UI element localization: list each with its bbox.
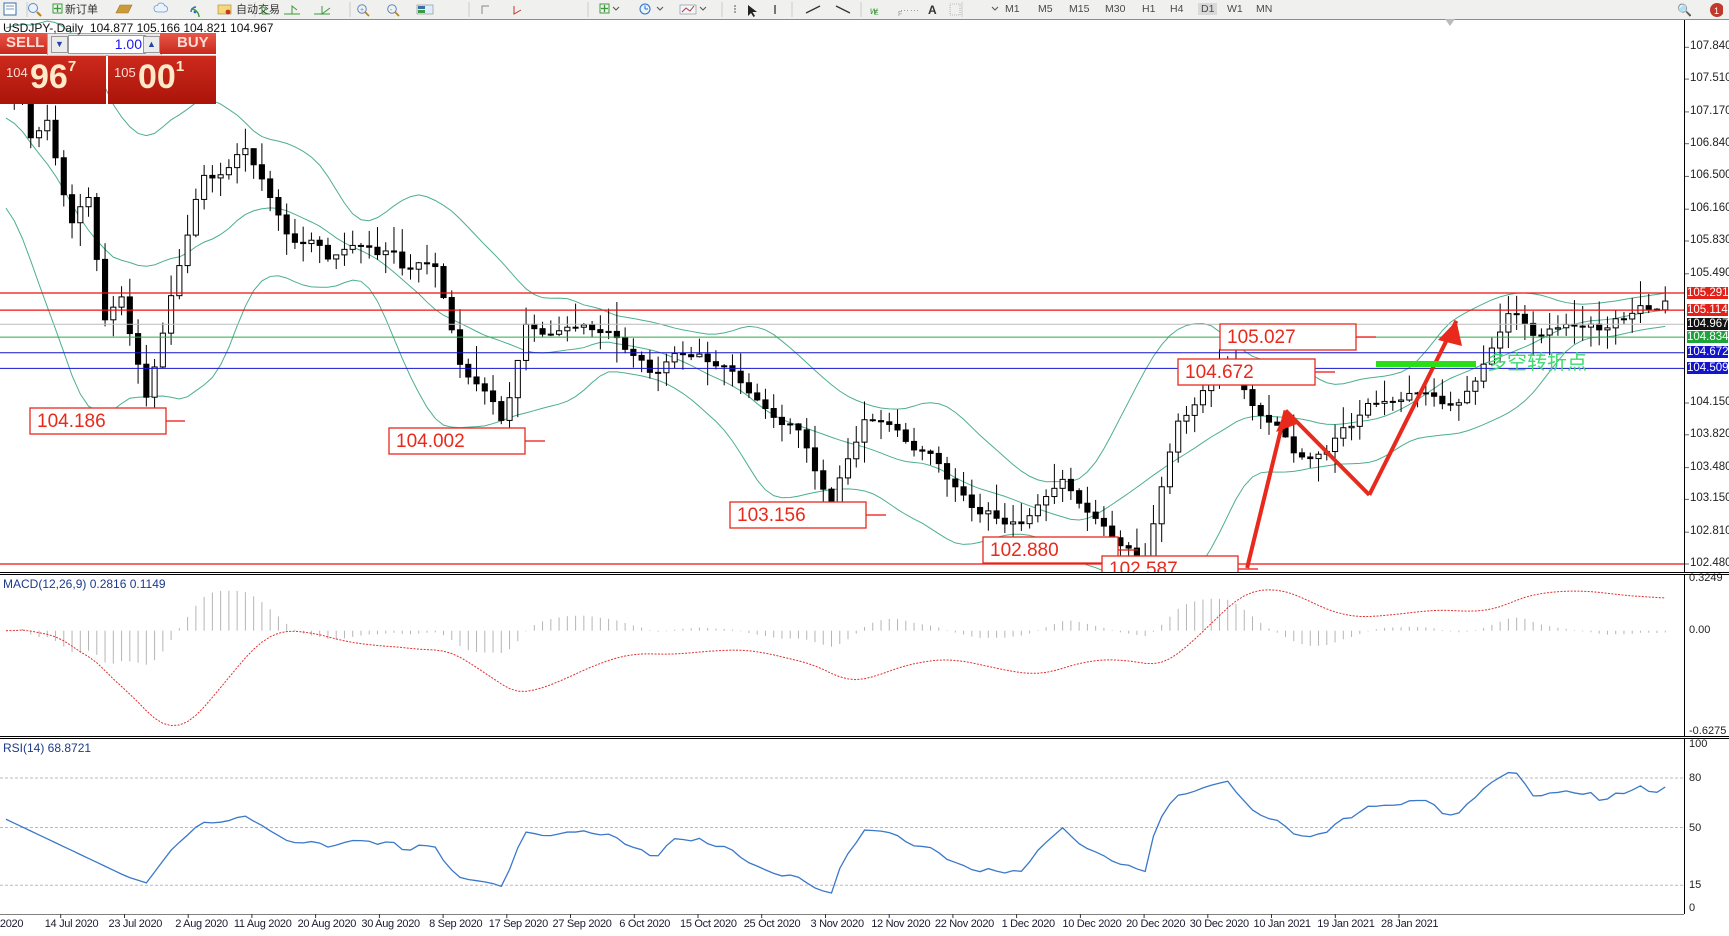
- svg-text:103.156: 103.156: [737, 505, 806, 526]
- svg-text:+: +: [360, 7, 364, 14]
- svg-text:新订单: 新订单: [65, 2, 98, 16]
- svg-text:105.027: 105.027: [1227, 327, 1296, 348]
- svg-text:自动交易: 自动交易: [236, 2, 280, 16]
- svg-text:F: F: [898, 11, 902, 18]
- svg-text:104.186: 104.186: [37, 411, 106, 432]
- svg-text:102.587: 102.587: [1109, 559, 1178, 572]
- svg-text:🔍: 🔍: [1677, 2, 1692, 17]
- svg-text:A: A: [928, 3, 937, 17]
- svg-text:104.672: 104.672: [1185, 362, 1254, 383]
- svg-text:⋯⋯: ⋯⋯: [900, 5, 920, 15]
- svg-text:104.002: 104.002: [396, 431, 465, 452]
- svg-text:E: E: [874, 10, 879, 17]
- svg-text:1: 1: [1714, 6, 1719, 16]
- svg-text:102.880: 102.880: [990, 540, 1059, 561]
- svg-text:多空转折点: 多空转折点: [1487, 351, 1587, 374]
